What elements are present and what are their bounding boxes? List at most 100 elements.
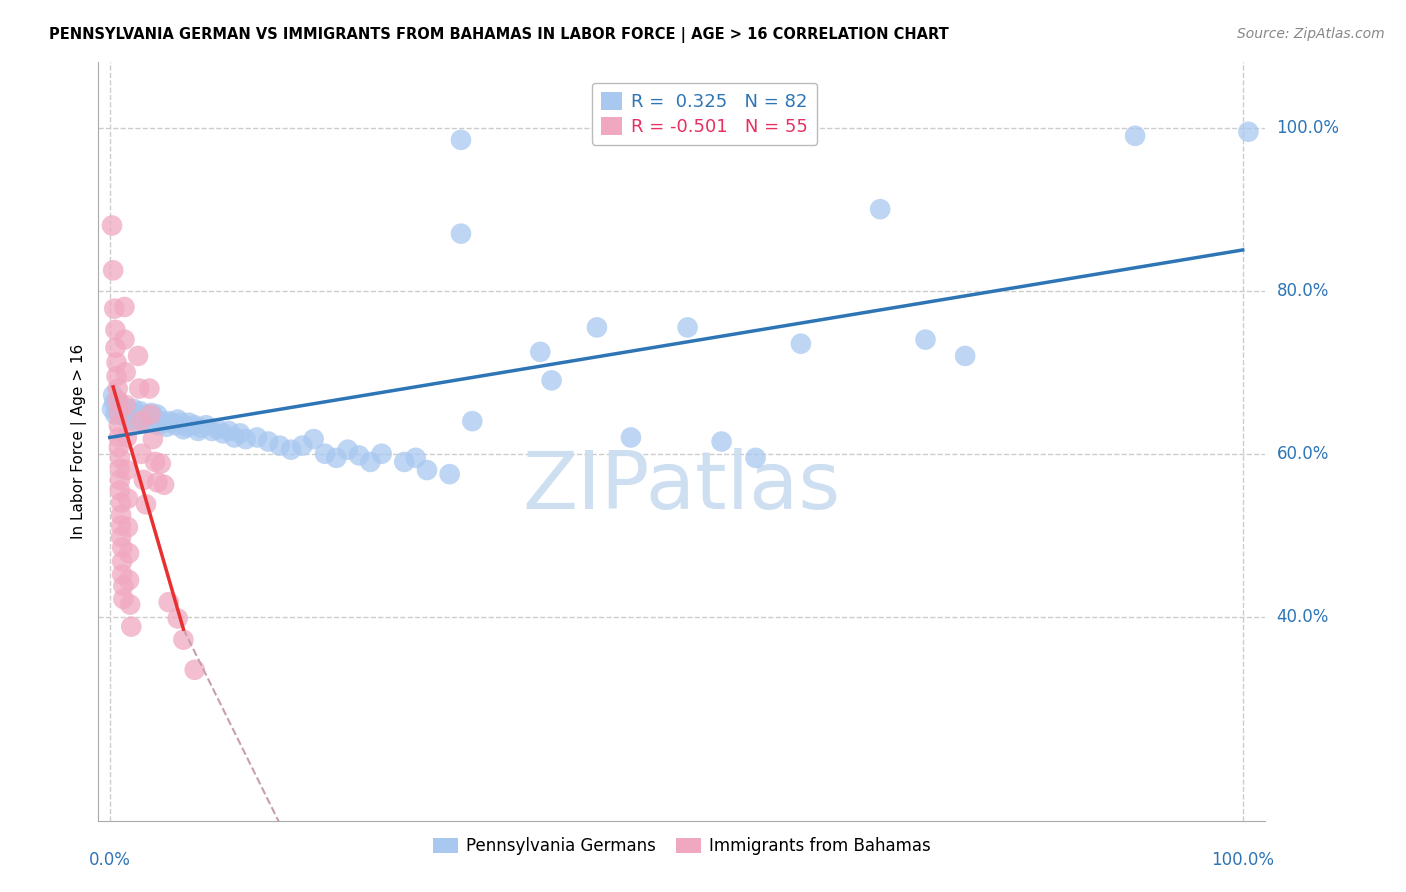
Point [229,426,252,441]
Point [108,401,131,416]
Point [347,449,370,463]
Point [187,424,209,438]
Point [110,518,132,533]
Legend: Pennsylvania Germans, Immigrants from Bahamas: Pennsylvania Germans, Immigrants from Ba… [426,830,938,862]
Point [177,416,200,430]
Point [157,414,180,428]
Point [166,412,188,426]
Point [149,414,172,428]
Point [110,508,132,522]
Point [135,497,157,511]
Point [108,461,131,475]
Point [149,457,172,471]
Text: 100.0%: 100.0% [1211,851,1274,869]
Text: 100.0%: 100.0% [1277,119,1340,136]
Point [121,408,143,422]
Point [141,406,163,420]
Point [620,430,643,444]
Point [120,619,142,633]
Point [142,416,165,430]
Point [212,426,235,441]
Point [148,418,170,433]
Point [218,424,240,438]
Point [117,401,139,416]
Point [529,344,551,359]
Point [152,416,174,430]
Point [269,439,291,453]
Point [118,546,141,560]
Point [105,355,128,369]
Point [461,414,484,428]
Point [201,424,224,438]
Text: 0.0%: 0.0% [89,851,131,869]
Point [108,483,131,498]
Text: Source: ZipAtlas.com: Source: ZipAtlas.com [1237,27,1385,41]
Point [183,663,205,677]
Point [1123,128,1146,143]
Point [224,430,246,444]
Point [101,388,124,402]
Point [394,455,416,469]
Text: ZIPatlas: ZIPatlas [523,448,841,526]
Point [132,410,155,425]
Point [160,416,183,430]
Point [124,414,146,428]
Point [128,382,150,396]
Point [108,473,131,487]
Point [105,369,128,384]
Point [108,406,131,420]
Point [114,333,136,347]
Point [114,365,136,379]
Point [235,432,257,446]
Point [127,408,149,422]
Point [114,398,136,412]
Point [120,412,142,426]
Point [110,408,132,422]
Point [136,416,159,430]
Point [165,418,187,433]
Point [176,420,198,434]
Point [127,349,149,363]
Point [135,408,157,422]
Point [114,300,136,314]
Point [953,349,976,363]
Point [450,227,472,241]
Point [405,450,427,465]
Point [110,496,132,510]
Point [104,341,127,355]
Point [131,447,153,461]
Point [540,373,562,387]
Point [790,336,813,351]
Point [112,591,135,606]
Point [153,477,176,491]
Point [110,530,132,544]
Point [115,408,138,422]
Point [302,432,325,446]
Point [129,414,152,428]
Point [101,263,124,277]
Point [103,301,125,316]
Point [125,406,148,420]
Point [172,422,194,436]
Point [111,567,134,582]
Point [132,473,155,487]
Point [107,382,129,396]
Point [112,579,135,593]
Text: PENNSYLVANIA GERMAN VS IMMIGRANTS FROM BAHAMAS IN LABOR FORCE | AGE > 16 CORRELA: PENNSYLVANIA GERMAN VS IMMIGRANTS FROM B… [49,27,949,43]
Point [114,403,136,417]
Point [111,541,134,555]
Point [107,393,129,408]
Point [190,420,212,434]
Point [416,463,439,477]
Point [101,401,124,416]
Point [710,434,733,449]
Point [122,401,145,416]
Point [108,450,131,465]
Point [257,434,280,449]
Point [114,410,136,425]
Point [143,411,166,425]
Point [450,133,472,147]
Point [170,416,193,430]
Text: 40.0%: 40.0% [1277,607,1329,626]
Point [869,202,891,217]
